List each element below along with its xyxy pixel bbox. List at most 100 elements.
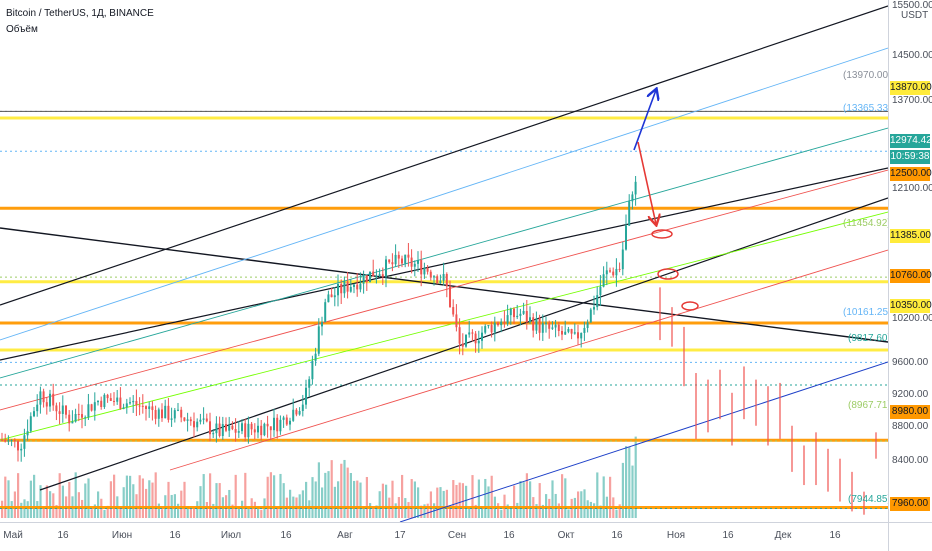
- volume-bar: [106, 505, 109, 518]
- candle-body: [116, 397, 119, 402]
- time-tick: Авг: [337, 530, 353, 541]
- volume-bar: [401, 474, 404, 518]
- candle-body: [353, 284, 355, 287]
- price-tick: 12100.00: [892, 183, 932, 194]
- candle-body: [369, 271, 371, 283]
- fib-label: (7944.85): [848, 494, 888, 505]
- candle-body: [589, 309, 592, 323]
- candle-body: [298, 411, 301, 415]
- price-badge: 11385.00: [890, 229, 931, 243]
- volume-bar: [321, 487, 324, 518]
- candle-body: [439, 280, 442, 283]
- volume-bar: [420, 505, 423, 518]
- volume-bar: [276, 507, 279, 518]
- candle-body: [177, 409, 179, 411]
- price-tick: 8400.00: [892, 455, 929, 466]
- candle-body: [509, 308, 512, 316]
- candle-body: [23, 435, 26, 449]
- candle-body: [141, 405, 144, 407]
- candle-body: [119, 397, 122, 409]
- volume-bar: [305, 481, 308, 518]
- scale-corner: [888, 522, 932, 551]
- trend-line: [0, 127, 888, 379]
- candle-body: [279, 419, 282, 432]
- volume-bar: [138, 475, 141, 518]
- countdown-badge: 10:59:38: [890, 150, 930, 164]
- volume-bar: [199, 486, 202, 518]
- symbol-title[interactable]: Bitcoin / TetherUS, 1Д, BINANCE: [6, 8, 154, 19]
- candle-body: [90, 404, 93, 411]
- volume-bar: [583, 489, 586, 518]
- candle-body: [465, 334, 467, 347]
- candle-body: [17, 440, 19, 451]
- candle-body: [391, 262, 394, 265]
- candle-body: [340, 283, 343, 294]
- candle-body: [317, 326, 320, 354]
- candle-body: [365, 275, 368, 283]
- volume-bar: [631, 465, 634, 518]
- candle-body: [474, 333, 477, 344]
- candle-body: [420, 260, 423, 275]
- candle-body: [381, 274, 384, 277]
- volume-bar: [621, 462, 624, 518]
- candle-body: [49, 393, 51, 407]
- price-badge: 13870.00: [890, 81, 932, 95]
- candle-body: [615, 268, 618, 276]
- volume-bar: [202, 474, 205, 518]
- circle-marker-icon: [681, 301, 699, 311]
- price-chart[interactable]: [0, 0, 888, 522]
- candle-body: [81, 414, 83, 418]
- candle-body: [36, 404, 39, 412]
- volume-bar: [634, 436, 637, 518]
- candle-body: [84, 417, 87, 419]
- candle-body: [519, 313, 522, 316]
- volume-bar: [1, 500, 4, 518]
- candle-body: [602, 274, 605, 287]
- candle-body: [468, 332, 471, 335]
- time-tick: Дек: [774, 530, 792, 541]
- annotations: [633, 90, 699, 311]
- candle-body: [529, 317, 531, 323]
- time-scale[interactable]: Май 16 Июн 16 Июл 16 Авг 17 Сен 16 Окт 1…: [0, 522, 888, 551]
- volume-indicator-label[interactable]: Объём: [6, 24, 38, 35]
- volume-bar: [4, 476, 7, 518]
- volume-bar: [241, 500, 244, 518]
- volume-bar: [237, 506, 240, 518]
- time-tick: Май: [3, 530, 23, 541]
- candle-body: [551, 327, 554, 329]
- candle-body: [401, 258, 403, 264]
- candle-body: [561, 330, 563, 335]
- candle-body: [289, 420, 291, 425]
- volume-bar: [45, 485, 48, 518]
- candle-body: [273, 417, 275, 431]
- volume-bar: [535, 504, 538, 518]
- candle-body: [26, 431, 29, 436]
- time-tick: Июл: [220, 530, 242, 541]
- candle-body: [394, 254, 397, 265]
- volume-bar: [455, 484, 458, 518]
- volume-bar: [391, 480, 394, 518]
- candle-body: [621, 249, 624, 270]
- volume-bar: [484, 478, 487, 518]
- volume-bar: [279, 473, 282, 518]
- volume-bar: [167, 481, 170, 518]
- volume-bar: [289, 489, 292, 518]
- price-scale[interactable]: USDT 15500.00 14500.00 13700.00 12100.00…: [888, 0, 932, 522]
- time-tick: Июн: [111, 530, 133, 541]
- candle-body: [522, 311, 525, 314]
- volume-bar: [413, 481, 416, 518]
- candle-body: [388, 259, 391, 263]
- time-tick: 16: [722, 530, 734, 541]
- volume-bar: [477, 479, 480, 518]
- volume-bar: [436, 487, 439, 518]
- volume-bar: [39, 485, 42, 518]
- volume-bar: [519, 480, 522, 518]
- candle-body: [516, 315, 519, 318]
- chart-area[interactable]: Bitcoin / TetherUS, 1Д, BINANCE Объём (1…: [0, 0, 888, 522]
- fib-label: (8967.71): [848, 400, 888, 411]
- volume-bar: [461, 483, 464, 518]
- volume-bar: [468, 507, 471, 518]
- volume-bar: [577, 491, 580, 518]
- price-badge: 8980.00: [890, 405, 930, 419]
- candle-body: [29, 416, 32, 432]
